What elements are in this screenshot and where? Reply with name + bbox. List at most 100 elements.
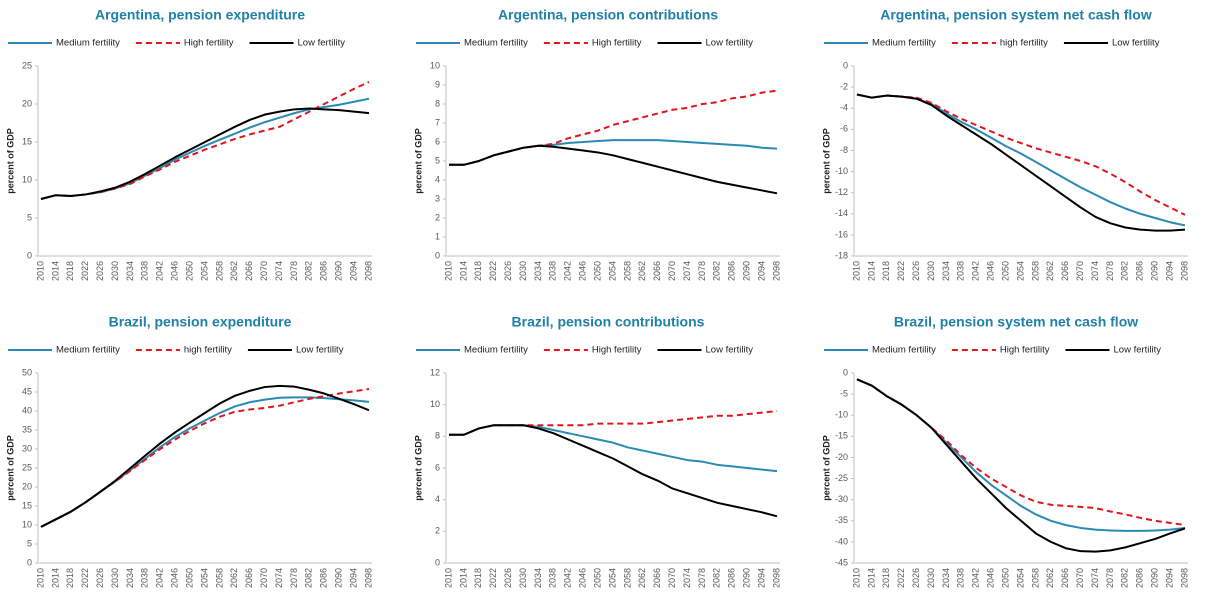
x-tick-label: 2058 — [214, 261, 224, 281]
x-tick-label: 2098 — [363, 568, 373, 588]
y-tick-label: 5 — [27, 538, 32, 548]
x-tick-label: 2070 — [259, 261, 269, 281]
x-tick-label: 2030 — [110, 261, 120, 281]
y-tick-label: 0 — [27, 557, 32, 567]
x-tick-label: 2014 — [866, 261, 876, 281]
x-tick-label: 2010 — [443, 261, 453, 281]
legend-label: Low fertility — [706, 345, 754, 356]
x-tick-label: 2070 — [1075, 568, 1085, 588]
y-tick-label: -6 — [840, 124, 848, 134]
x-tick-label: 2086 — [319, 568, 329, 588]
x-tick-label: 2074 — [682, 568, 692, 588]
legend-label: Low fertility — [298, 38, 346, 49]
x-tick-label: 2082 — [304, 261, 314, 281]
y-tick-label: 6 — [435, 136, 440, 146]
x-tick-label: 2018 — [473, 568, 483, 588]
legend-label: Low fertility — [706, 38, 754, 49]
y-tick-label: -45 — [835, 557, 848, 567]
x-tick-label: 2022 — [488, 568, 498, 588]
legend-label: Medium fertility — [56, 38, 120, 49]
x-tick-label: 2090 — [334, 568, 344, 588]
y-tick-label: 5 — [27, 212, 32, 222]
x-tick-label: 2074 — [1090, 261, 1100, 281]
x-tick-label: 2058 — [214, 568, 224, 588]
y-tick-label: 10 — [22, 519, 32, 529]
x-tick-label: 2010 — [851, 261, 861, 281]
x-tick-label: 2026 — [503, 568, 513, 588]
legend-label: Low fertility — [1114, 345, 1162, 356]
x-tick-label: 2018 — [881, 261, 891, 281]
y-tick-label: 40 — [22, 405, 32, 415]
x-tick-label: 2070 — [667, 568, 677, 588]
x-tick-label: 2086 — [1135, 261, 1145, 281]
x-tick-label: 2066 — [244, 261, 254, 281]
y-tick-label: -35 — [835, 515, 848, 525]
y-tick-label: 0 — [435, 250, 440, 260]
x-tick-label: 2026 — [911, 261, 921, 281]
x-tick-label: 2090 — [1150, 261, 1160, 281]
x-tick-label: 2078 — [1105, 261, 1115, 281]
y-tick-label: 1 — [435, 231, 440, 241]
x-tick-label: 2014 — [458, 568, 468, 588]
x-tick-label: 2094 — [1164, 261, 1174, 281]
legend-label: high fertility — [1000, 38, 1048, 49]
y-tick-label: 45 — [22, 386, 32, 396]
x-tick-label: 2098 — [363, 261, 373, 281]
series-line — [856, 378, 1186, 532]
x-tick-label: 2030 — [926, 261, 936, 281]
x-tick-label: 2078 — [289, 261, 299, 281]
x-tick-label: 2050 — [184, 261, 194, 281]
x-tick-label: 2054 — [607, 261, 617, 281]
legend-label: High fertility — [184, 38, 234, 49]
x-tick-label: 2082 — [712, 568, 722, 588]
y-tick-label: 35 — [22, 424, 32, 434]
legend-label: Low fertility — [296, 345, 344, 356]
x-tick-label: 2022 — [80, 568, 90, 588]
x-tick-label: 2042 — [155, 568, 165, 588]
y-tick-label: -16 — [835, 229, 848, 239]
x-tick-label: 2042 — [563, 568, 573, 588]
y-tick-label: 0 — [435, 557, 440, 567]
x-tick-label: 2082 — [304, 568, 314, 588]
x-tick-label: 2046 — [986, 261, 996, 281]
x-tick-label: 2066 — [1060, 568, 1070, 588]
x-tick-label: 2054 — [199, 261, 209, 281]
y-tick-label: -20 — [835, 452, 848, 462]
x-tick-label: 2066 — [1060, 261, 1070, 281]
chart-title: Argentina, pension system net cash flow — [880, 7, 1152, 23]
x-tick-label: 2026 — [911, 568, 921, 588]
series-line — [449, 89, 778, 166]
x-tick-label: 2086 — [727, 261, 737, 281]
x-tick-label: 2050 — [1000, 568, 1010, 588]
y-tick-label: 0 — [843, 60, 848, 70]
series-line — [856, 93, 1186, 227]
x-tick-label: 2022 — [80, 261, 90, 281]
y-tick-label: 15 — [22, 500, 32, 510]
x-tick-label: 2050 — [184, 568, 194, 588]
y-tick-label: 2 — [435, 526, 440, 536]
y-tick-label: 9 — [435, 79, 440, 89]
x-tick-label: 2066 — [652, 261, 662, 281]
x-tick-label: 2018 — [65, 261, 75, 281]
x-tick-label: 2026 — [503, 261, 513, 281]
x-tick-label: 2058 — [1030, 261, 1040, 281]
x-tick-label: 2062 — [1045, 261, 1055, 281]
x-tick-label: 2098 — [1179, 261, 1189, 281]
legend-label: Medium fertility — [464, 345, 528, 356]
legend-label: Medium fertility — [872, 38, 936, 49]
x-tick-label: 2042 — [563, 261, 573, 281]
y-axis-label: percent of GDP — [821, 128, 831, 194]
x-tick-label: 2082 — [1120, 261, 1130, 281]
x-tick-label: 2058 — [622, 261, 632, 281]
chart-title: Brazil, pension expenditure — [109, 314, 292, 330]
x-tick-label: 2034 — [533, 568, 543, 588]
series-line — [449, 410, 778, 436]
x-tick-label: 2050 — [1000, 261, 1010, 281]
y-tick-label: 3 — [435, 193, 440, 203]
legend-label: high fertility — [184, 345, 232, 356]
y-tick-label: 6 — [435, 462, 440, 472]
x-tick-label: 2038 — [548, 568, 558, 588]
y-tick-label: -30 — [835, 494, 848, 504]
x-tick-label: 2026 — [95, 261, 105, 281]
series-line — [449, 144, 778, 195]
